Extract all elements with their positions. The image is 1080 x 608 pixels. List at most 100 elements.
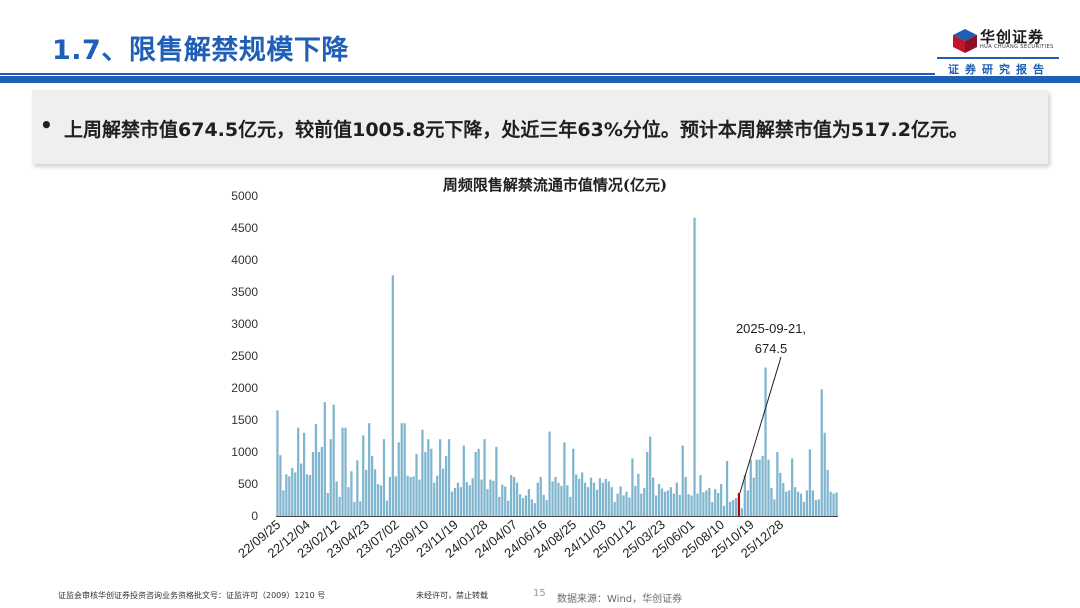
bar [640, 493, 643, 516]
bar [365, 469, 368, 516]
bar [696, 493, 699, 516]
bar [344, 427, 347, 516]
annotation: 2025-09-21, 674.5 [736, 321, 806, 494]
y-tick-label: 0 [251, 509, 258, 523]
bar [373, 469, 377, 516]
bar [776, 452, 779, 516]
bar [418, 479, 421, 516]
bar [660, 488, 664, 516]
bar [412, 476, 415, 516]
bar [320, 446, 323, 516]
bar [477, 448, 480, 516]
y-tick-label: 3500 [231, 285, 258, 299]
bar [409, 476, 412, 516]
bar [823, 432, 826, 516]
y-tick-label: 4500 [231, 221, 258, 235]
bar [628, 497, 631, 516]
bar [326, 492, 329, 516]
bar [631, 458, 634, 516]
bar [649, 436, 652, 516]
bar [533, 503, 536, 516]
bar [672, 493, 675, 516]
bar [705, 490, 708, 516]
bar [770, 487, 773, 516]
data-source: 数据来源：Wind，华创证券 [557, 594, 683, 605]
bar [356, 460, 359, 516]
bar [610, 487, 613, 516]
bar [826, 469, 829, 516]
bar [317, 452, 321, 516]
bar [690, 495, 693, 516]
bar [486, 489, 489, 516]
bar [699, 475, 702, 516]
bar [480, 479, 483, 516]
bar [483, 439, 486, 516]
bar [749, 459, 752, 516]
bar [359, 501, 362, 516]
bar [388, 476, 391, 516]
bar [731, 500, 735, 516]
bar [421, 429, 424, 516]
bar [622, 495, 625, 516]
bar [382, 439, 386, 516]
bar [391, 275, 394, 516]
bar [761, 455, 764, 516]
bar [693, 217, 696, 516]
bar [347, 487, 350, 516]
bar [362, 435, 365, 516]
bar [652, 477, 655, 516]
bar [444, 455, 448, 516]
bar [308, 475, 312, 516]
bar [805, 490, 809, 516]
bar [459, 487, 462, 516]
bar [832, 493, 835, 516]
bar [604, 478, 607, 516]
bar [734, 498, 738, 516]
bar [817, 499, 820, 516]
bar-series [276, 217, 838, 516]
bar [471, 478, 474, 516]
logo-name: 华创证券 [980, 28, 1045, 46]
bar [572, 448, 575, 516]
bar [456, 482, 460, 516]
bar [728, 501, 732, 516]
bar [820, 389, 823, 516]
bar [453, 487, 457, 516]
bar [474, 452, 477, 516]
x-axis: 22/09/2522/12/0423/02/1223/04/2323/07/02… [235, 517, 786, 561]
bar [743, 475, 746, 516]
bar [586, 487, 590, 516]
bar [288, 476, 291, 516]
bar [294, 472, 297, 516]
bar [376, 484, 380, 516]
bar [442, 468, 445, 516]
bar [557, 482, 560, 516]
bar [424, 452, 427, 516]
bar [616, 493, 619, 516]
bar [799, 493, 803, 516]
bar [802, 501, 806, 516]
bar [439, 439, 442, 516]
bar [548, 431, 551, 516]
bar [385, 500, 389, 516]
bar [663, 491, 667, 516]
bar [368, 423, 371, 516]
annotation-date: 2025-09-21, [736, 321, 806, 336]
bar [581, 472, 584, 516]
bar [752, 477, 755, 516]
annotation-value: 674.5 [755, 341, 788, 356]
y-tick-label: 2000 [231, 381, 258, 395]
bar [282, 490, 285, 516]
bar [332, 404, 335, 516]
y-axis: 0 500 1000 1500 2000 2500 3000 3500 4000 4500 5000 [231, 189, 258, 523]
highlighted-bar [737, 492, 741, 516]
y-tick-label: 500 [238, 477, 258, 491]
bar [436, 475, 439, 516]
bar [835, 492, 838, 516]
bar [415, 453, 418, 516]
bar [634, 485, 637, 516]
bar [598, 478, 602, 516]
bar [613, 501, 616, 516]
bar [335, 481, 338, 516]
